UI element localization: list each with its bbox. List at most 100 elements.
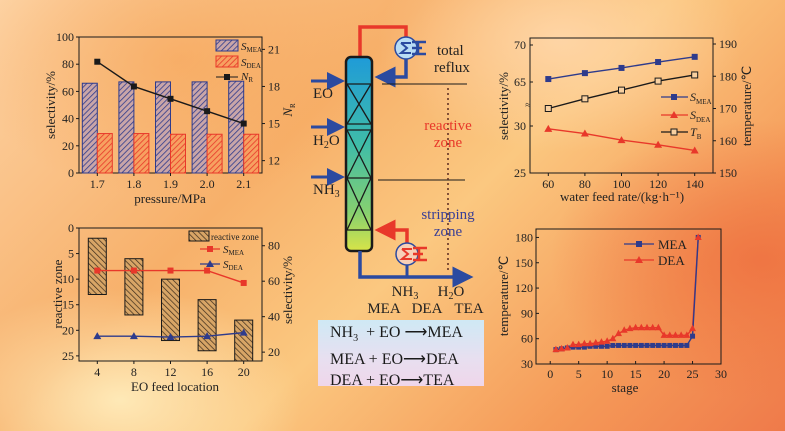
point-mea [633, 342, 639, 348]
legend-marker-s-dea [206, 260, 214, 267]
arrow-right-icon: ⟶ [400, 372, 424, 390]
stripping-label-1: stripping [421, 207, 475, 223]
reboiler-sigma-icon [395, 242, 427, 266]
x-tick-label: 140 [686, 177, 704, 191]
point-dea [620, 326, 628, 333]
x-tick-label: 2.1 [236, 177, 251, 191]
bar-s-mea [81, 82, 98, 174]
x-tick-label: 60 [542, 177, 554, 191]
y2-tick-label: 170 [719, 102, 737, 116]
x-tick-label: 1.8 [126, 177, 141, 191]
bar-reactive-zone [234, 319, 254, 362]
y-tick-label: 15 [62, 298, 74, 312]
y2-tick-label: 20 [268, 345, 280, 359]
y-tick-label: 25 [514, 166, 526, 180]
reaction-2-reactants: MEA + EO [330, 351, 404, 369]
point-dea [552, 345, 560, 353]
point-s-mea [167, 267, 174, 274]
point-mea [604, 343, 610, 349]
point-mea [587, 343, 593, 349]
reactive-distillation-diagram: total reflux EO H2O NH3 reactive zone st… [311, 25, 484, 317]
point-s-mea [204, 267, 211, 274]
y-tick-label: 20 [62, 323, 74, 337]
legend-swatch-s-mea [215, 39, 239, 52]
y-axis-label: temperature/℃ [496, 256, 511, 336]
y-tick-label: 100 [56, 30, 74, 44]
bottoms-line [358, 251, 468, 279]
legend-label-s-mea: SMEA [690, 90, 712, 106]
x-tick-label: 0 [547, 367, 553, 381]
point-dea [637, 323, 645, 331]
y-axis-label: selectivity/% [496, 72, 511, 140]
plot-frame [535, 228, 722, 365]
reaction-2-product: DEA [425, 351, 459, 369]
y-axis-label: selectivity/% [43, 71, 58, 139]
point-dea [569, 340, 577, 348]
point-s-mea [691, 53, 698, 60]
y2-tick-label: 190 [719, 37, 737, 51]
point-s-mea [655, 59, 662, 66]
x-tick-label: 120 [649, 177, 667, 191]
product-mea: MEA [367, 301, 401, 317]
bar-reactive-zone [197, 299, 217, 352]
point-dea [592, 338, 600, 346]
bar-s-dea [243, 133, 260, 174]
bar-s-mea [228, 80, 245, 174]
point-mea [593, 343, 599, 349]
x-axis-label: stage [612, 380, 639, 395]
bar-s-dea [133, 133, 150, 174]
legend-marker-s-mea [671, 94, 677, 100]
point-t-b [544, 105, 552, 112]
reflux-line [374, 59, 408, 88]
point-mea [644, 342, 650, 348]
y-tick-label: 70 [514, 38, 526, 52]
point-s-dea [129, 332, 138, 340]
point-t-b [654, 77, 662, 85]
reactive-label-2: zone [434, 135, 463, 151]
reaction-3: DEA + EO⟶TEA [330, 370, 484, 391]
arrow-right-icon: ⟶ [404, 324, 428, 341]
y-tick-label: 30 [514, 119, 526, 133]
reaction-2: MEA + EO⟶DEA [330, 349, 484, 370]
point-mea [684, 342, 690, 348]
point-dea [683, 331, 691, 338]
x-tick-label: 5 [576, 367, 582, 381]
bar-s-mea [155, 81, 171, 174]
point-dea [660, 331, 668, 338]
point-mea [667, 342, 673, 348]
point-t-b [618, 86, 625, 94]
total-label: total [437, 43, 464, 59]
point-mea [690, 333, 696, 339]
reaction-1: NH3 + EO ⟶MEA [330, 324, 463, 345]
bar-s-dea [96, 133, 113, 174]
point-n-r [204, 108, 211, 115]
y-tick-label: 60 [521, 332, 533, 346]
point-dea [689, 324, 697, 332]
y-tick-label: 0 [68, 166, 74, 180]
point-dea [563, 343, 571, 351]
reaction-3-product: TEA [423, 372, 455, 390]
point-s-dea [617, 136, 626, 144]
y-tick-label: 0 [68, 221, 74, 235]
y2-tick-label: 21 [268, 42, 280, 56]
stripping-label-2: zone [434, 224, 463, 240]
product-tea: TEA [454, 301, 483, 317]
y2-tick-label: 15 [268, 117, 280, 131]
x-tick-label: 100 [613, 177, 631, 191]
eo-feed-chart: 4 8 12 16 20 0 5 10 15 20 25 20 40 60 80 EO feed locat… [50, 221, 295, 394]
bar-s-mea [118, 81, 135, 174]
x-tick-label: 20 [658, 367, 670, 381]
point-mea [672, 342, 678, 348]
point-s-mea [545, 76, 552, 83]
point-dea [626, 324, 634, 332]
point-s-mea [130, 267, 137, 274]
bar-s-mea [191, 81, 208, 174]
x-tick-label: 80 [579, 177, 591, 191]
point-dea [666, 331, 674, 338]
point-mea [610, 342, 616, 348]
point-s-dea [654, 140, 663, 148]
point-s-dea [93, 332, 102, 340]
point-mea [638, 342, 644, 348]
water-feed-chart: 60 80 100 120 140 70 65 30 25 150 160 170 180 190 ≈ w… [496, 37, 754, 204]
